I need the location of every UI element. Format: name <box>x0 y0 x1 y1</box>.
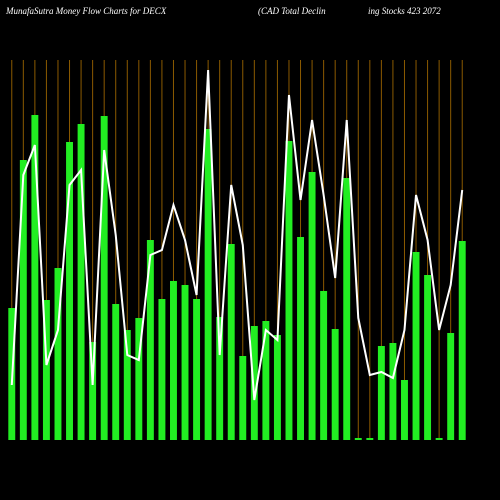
chart-title: MunafaSutra Money Flow Charts for DECX <box>5 6 167 16</box>
bar <box>377 346 385 440</box>
bar <box>320 291 328 440</box>
bar <box>262 321 270 440</box>
bar <box>250 326 258 440</box>
line <box>10 69 464 401</box>
bar <box>42 300 50 440</box>
bar <box>331 329 339 440</box>
bar <box>89 342 97 440</box>
bar <box>366 438 374 440</box>
bar <box>193 299 201 440</box>
bar <box>285 141 293 440</box>
bar <box>424 275 432 440</box>
annotation: ing Stocks 423 2072 <box>368 6 441 16</box>
bar <box>401 380 408 440</box>
bar <box>308 172 316 440</box>
bar <box>19 160 27 440</box>
bar <box>343 178 351 440</box>
bar <box>297 237 304 440</box>
bar <box>458 241 466 440</box>
bar <box>100 116 108 440</box>
chart-subtitle: (CAD Total Declin <box>258 6 326 16</box>
bar <box>146 240 154 440</box>
bar <box>112 304 120 440</box>
bar <box>204 129 212 440</box>
bar <box>412 252 420 440</box>
bar <box>273 335 281 440</box>
bar <box>123 330 131 440</box>
bar <box>447 333 455 440</box>
bar <box>354 438 362 440</box>
bar <box>216 317 224 440</box>
bar <box>181 285 189 440</box>
bar <box>239 356 247 440</box>
bar <box>77 124 85 440</box>
bar <box>135 318 143 440</box>
bar <box>54 268 62 440</box>
bar <box>435 438 443 440</box>
bar <box>66 142 73 440</box>
bar <box>158 299 166 440</box>
bar <box>170 281 177 440</box>
bar <box>227 244 235 440</box>
bar <box>31 115 39 440</box>
bar <box>389 343 397 440</box>
